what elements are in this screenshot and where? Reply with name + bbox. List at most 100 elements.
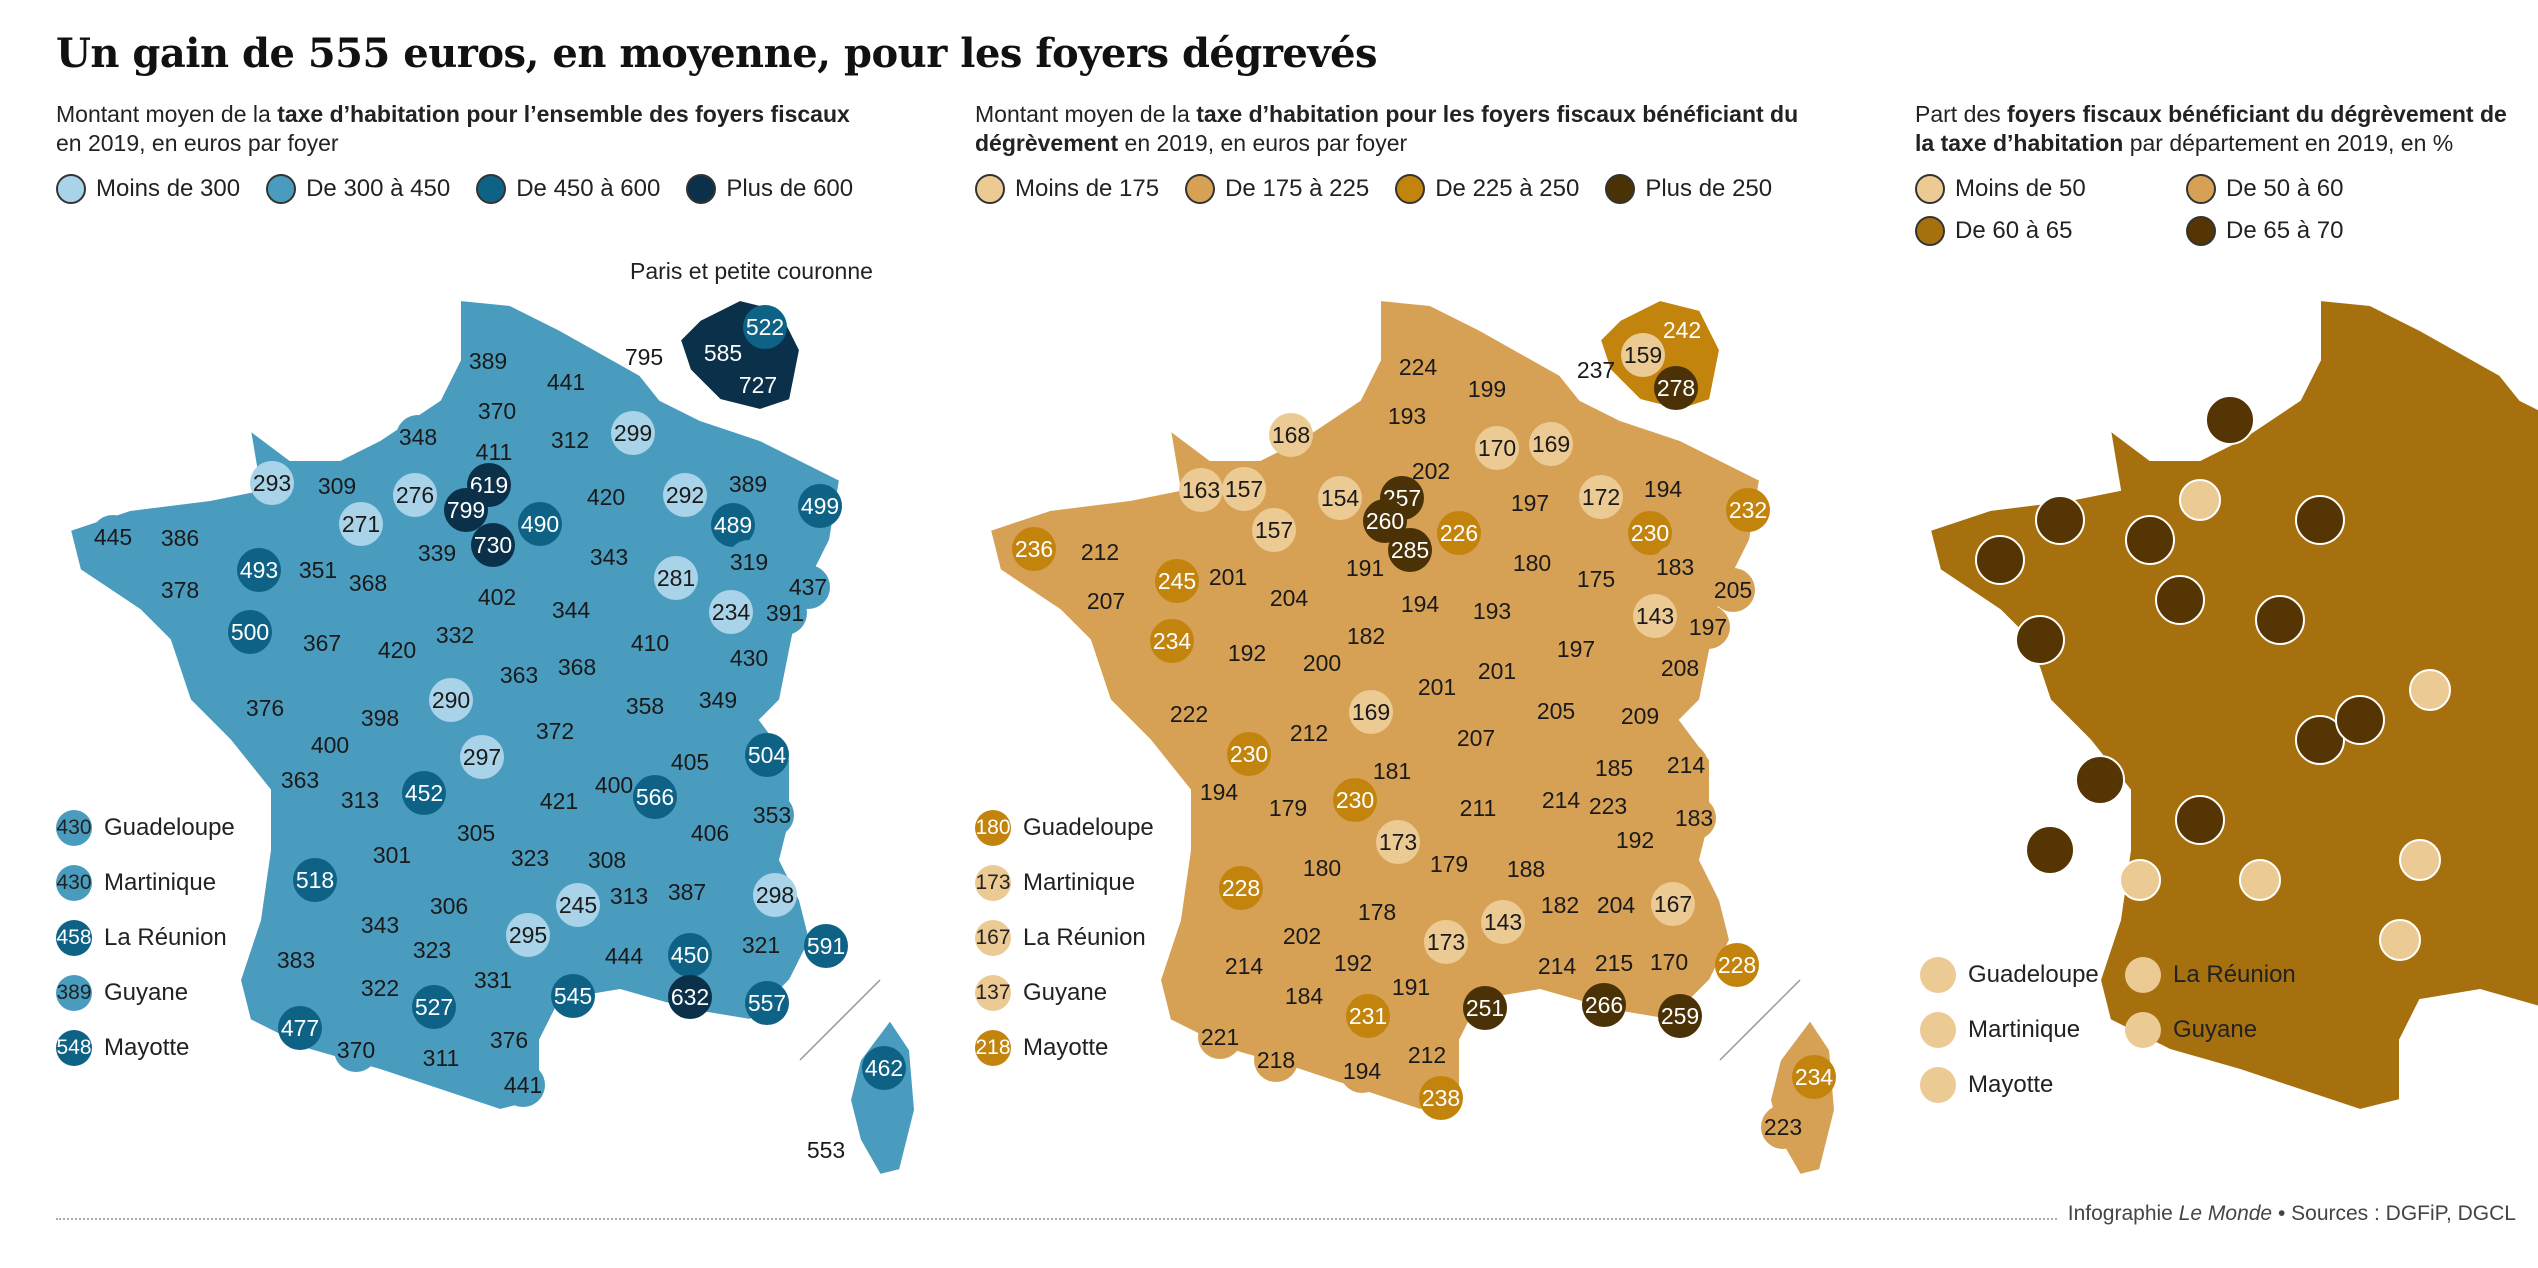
department-value: 795 [625,344,663,370]
department-value: 372 [536,718,574,744]
department-value: 221 [1201,1024,1239,1050]
department-shape [433,613,477,657]
department-value: 173 [1379,829,1417,855]
department-shape [602,934,646,978]
department-shape [300,621,344,665]
department-shape [1415,665,1459,709]
department-value: 207 [1457,725,1495,751]
department-value: 376 [490,1027,528,1053]
department-value: 493 [240,557,278,583]
overseas-item: Mayotte [1920,1057,2125,1112]
overseas-value: 137 [975,974,1011,1011]
department-shape [1349,690,1393,734]
overseas-label: Guadeloupe [1023,813,1154,841]
department-value: 292 [666,482,704,508]
department-shape [396,415,440,459]
department-value: 208 [1661,655,1699,681]
department-shape [1539,778,1583,822]
department-value: 245 [559,892,597,918]
department-shape [727,636,771,680]
department-shape [1654,366,1698,410]
overseas-label: La Réunion [1023,923,1146,951]
department-shape [1658,994,1702,1038]
department-shape [1419,1076,1463,1120]
department-value: 441 [504,1072,542,1098]
department-shape [2015,615,2065,665]
department-shape [753,873,797,917]
department-shape [475,575,519,619]
department-shape [1463,986,1507,1030]
department-shape [2295,715,2345,765]
overseas-label: Guadeloupe [104,813,235,841]
legend-swatch [1185,174,1216,204]
department-shape [1535,944,1579,988]
department-shape [1346,994,1390,1038]
department-shape [472,430,516,474]
department-value: 200 [1303,650,1341,676]
department-shape [158,516,202,560]
department-value: 489 [714,512,752,538]
department-value: 500 [231,619,269,645]
department-value: 276 [396,482,434,508]
department-shape [1222,944,1266,988]
department-shape [444,488,488,532]
department-shape [1398,582,1442,626]
department-shape [1225,631,1269,675]
department-value: 192 [1228,640,1266,666]
department-value: 518 [296,867,334,893]
department-shape [743,305,787,349]
legend-item: De 175 à 225 [1185,168,1369,210]
department-shape [2409,669,2451,711]
legend-label: De 175 à 225 [1225,175,1370,202]
department-shape [1456,786,1500,830]
department-shape [1222,467,1266,511]
department-shape [278,758,322,802]
legend-swatch [686,174,717,204]
overseas-label: Guyane [104,978,189,1006]
department-shape [346,561,390,605]
department-shape [592,763,636,807]
department-labels: 445 386 378 493 500 351 368 367 420 376 398 400 363 3… [91,305,906,1163]
department-value: 214 [1542,787,1581,813]
legend-label: Plus de 250 [1645,175,1773,202]
department-shape [628,621,672,665]
department-shape [1481,900,1525,944]
department-shape [308,723,352,767]
overseas-value: 173 [975,864,1011,901]
department-value: 169 [1532,431,1570,457]
corsica-divider [1719,979,1801,1061]
department-value: 591 [807,933,845,959]
department-shape [1508,481,1552,525]
department-value: 420 [587,484,625,510]
department-value: 214 [1667,752,1706,778]
department-value: 191 [1346,555,1384,581]
department-shape [1529,422,1573,466]
legend-label: De 50 à 60 [2226,175,2344,202]
department-shape [533,709,577,753]
department-value: 406 [691,820,729,846]
department-value: 545 [554,983,592,1009]
department-shape [551,974,595,1018]
department-shape [633,775,677,819]
department-value: 194 [1644,476,1683,502]
department-value: 727 [739,372,777,398]
department-shape [1686,605,1730,649]
department-shape [2035,495,2085,545]
department-shape [1376,820,1420,864]
department-value: 223 [1589,793,1627,819]
department-shape [1592,746,1636,790]
department-value: 323 [511,845,549,871]
department-value: 309 [318,473,356,499]
department-value: 452 [405,780,443,806]
credit-line: Infographie Le Monde • Sources : DGFiP, … [2057,1202,2516,1226]
department-value: 391 [766,600,804,626]
department-value: 154 [1321,485,1360,511]
department-shape [1355,890,1399,934]
department-value: 211 [1460,795,1497,821]
department-value: 185 [1595,755,1633,781]
department-value: 259 [1661,1003,1699,1029]
legend-item: Moins de 300 [56,168,240,210]
panel-subtitle: Part des foyers fiscaux bénéficiant du d… [1915,101,2507,156]
department-shape [402,771,446,815]
